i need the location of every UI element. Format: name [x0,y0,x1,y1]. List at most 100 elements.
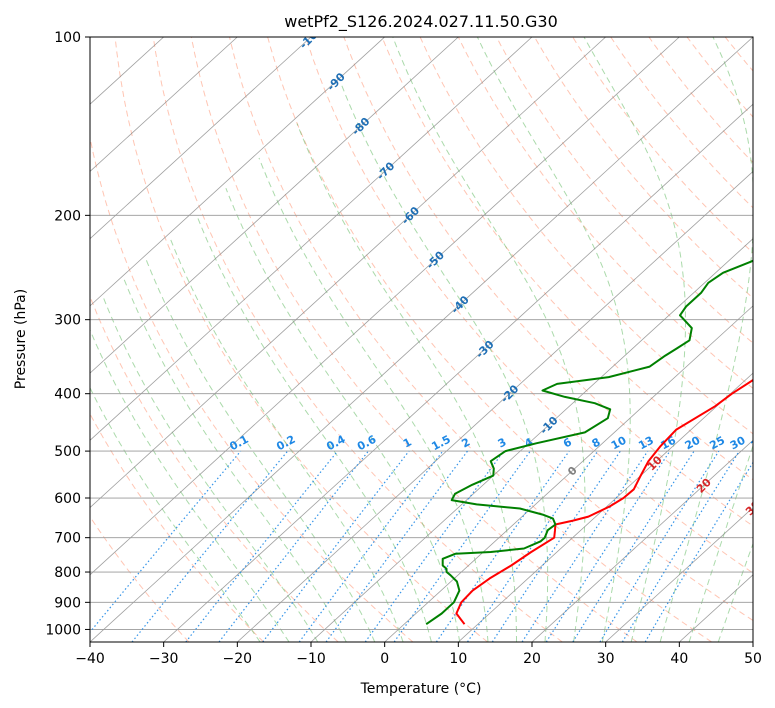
isotherm-line [163,103,753,642]
dry-adiabat-line [90,412,264,642]
mixing-ratio-label: 0.1 [227,433,250,454]
isotherm-line [752,641,753,642]
y-axis: 100 200 300 400 500 600 700 800 900 1000 [45,30,90,638]
isotherm-line [90,37,385,307]
plot-area: 0.1 0.2 0.4 0.6 1 1.5 2 3 4 6 8 10 13 16 20 25 30 36-100-… [90,37,775,642]
moist-adiabat-line [196,215,432,642]
moist-adiabat-line [392,37,586,642]
isotherm-line [90,37,680,576]
isotherm-line [90,37,533,441]
moist-adiabat-line [659,37,753,642]
x-axis-label: Temperature (°C) [360,681,482,697]
dewpoint-profile-line [425,259,753,626]
dry-adiabat-line [190,37,638,642]
x-tick-label: 0 [380,651,389,667]
moist-adiabat-line [123,277,347,642]
mixing-ratio-line [491,450,621,642]
dry-adiabat-line [229,37,712,642]
x-tick-label: 20 [523,651,541,667]
isotherm-line [605,507,753,642]
moist-adiabat-line [717,542,753,642]
moist-adiabat-line [688,444,753,642]
moist-adiabat-line [170,239,404,642]
dry-adiabat-line [90,295,339,642]
mixing-ratio-label: 1 [401,435,414,450]
y-tick-label: 400 [54,387,81,403]
isotherm-line [310,238,753,642]
mixing-ratio-line [521,450,649,642]
isotherm-line [237,170,753,642]
mixing-ratio-line [262,450,410,642]
mixing-ratio-label: 1.5 [429,433,452,454]
mixing-ratio-label: 0.4 [324,433,348,454]
y-tick-label: 300 [54,313,81,329]
moist-adiabat-line [102,297,319,642]
x-tick-label: 10 [449,651,467,667]
dry-adiabat-line [648,37,753,164]
mixing-ratio-line [185,450,339,642]
dry-adiabat-line [610,37,753,209]
mixing-ratio-line [131,450,289,642]
dry-adiabat-line [724,37,753,72]
y-tick-label: 500 [54,444,81,460]
moist-adiabat-line [258,157,489,642]
y-tick-label: 100 [54,30,81,46]
isotherm-line [90,37,606,509]
mixing-ratio-line [90,450,242,633]
mixing-ratio-label: 30 [728,434,748,453]
dry-adiabat-line [381,37,753,481]
temperature-profile-line [455,378,753,625]
mixing-ratio-label: 0.2 [274,433,297,454]
dry-adiabat-line [419,37,753,435]
x-tick-label: 40 [670,651,688,667]
dry-adiabat-line [763,37,775,642]
mixing-ratio-line [393,450,531,642]
dry-adiabat-line [343,37,753,527]
isotherm-line [531,439,753,642]
y-tick-label: 700 [54,531,81,547]
x-axis: −40 −30 −20 −10 0 10 20 30 40 50 [75,642,762,667]
isotherm-line [458,372,753,642]
y-tick-label: 900 [54,595,81,611]
mixing-ratio-line [466,450,599,642]
isotherm-line [90,37,238,172]
dry-adiabat-line [495,37,753,344]
x-tick-label: 30 [597,651,615,667]
dry-adiabat-line [572,37,753,254]
mixing-ratio-line [572,450,695,642]
y-axis-label: Pressure (hPa) [13,289,29,389]
moist-adiabat-line [90,328,290,642]
mixing-ratio-line [545,450,671,642]
moist-adiabat-line [583,37,686,642]
mixing-ratio-line [435,450,570,642]
y-tick-label: 600 [54,491,81,507]
x-tick-label: −10 [296,651,326,667]
plot-frame [89,36,754,643]
mixing-ratio-label: 20 [683,434,703,453]
isotherm-label: 30 [743,498,763,518]
mixing-ratio-label: 3 [496,435,509,450]
dry-adiabat-line [267,37,753,622]
mixing-ratio-line [621,450,740,642]
mixing-ratio-line [298,450,444,642]
dry-adiabat-line [114,37,488,642]
dry-adiabat-line [152,37,563,642]
x-tick-label: −30 [149,651,179,667]
mixing-ratio-label: 10 [609,434,629,453]
mixing-ratio-label: 25 [707,434,727,453]
mixing-ratio-line [218,450,369,642]
isotherm-line [384,305,753,642]
y-tick-label: 200 [54,208,81,224]
mixing-ratio-label: 16 [658,434,678,453]
mixing-ratio-label: 0.6 [355,433,379,454]
mixing-ratio-line [364,450,505,642]
isotherm-line [90,37,459,374]
moist-adiabat-line [90,386,261,642]
dry-adiabat-line [305,37,753,574]
moist-adiabat-line [340,83,549,642]
mixing-ratio-label: 36 [749,434,769,453]
isotherm-line [90,37,312,240]
moist-adiabat-line [225,188,461,642]
isotherm-line [90,37,753,642]
